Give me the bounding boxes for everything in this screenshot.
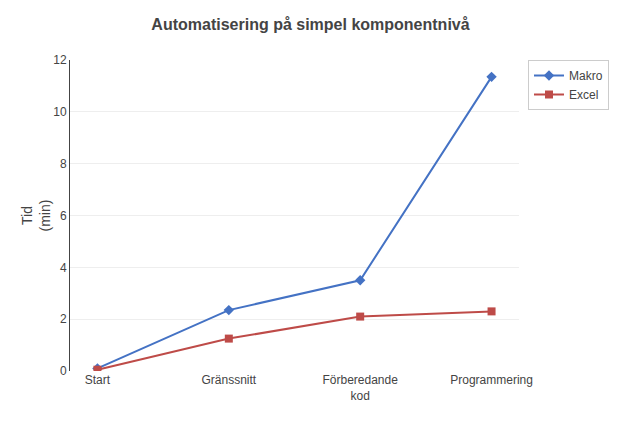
svg-text:4: 4: [60, 261, 67, 275]
svg-text:Automatisering på simpel kompo: Automatisering på simpel komponentnivå: [151, 16, 469, 33]
svg-text:Förberedandekod: Förberedandekod: [322, 373, 398, 403]
svg-text:2: 2: [60, 312, 67, 326]
svg-text:10: 10: [53, 105, 67, 119]
svg-text:Start: Start: [85, 373, 111, 387]
svg-text:0: 0: [60, 364, 67, 378]
svg-text:Makro: Makro: [569, 69, 603, 83]
svg-text:Tid(min): Tid(min): [19, 200, 53, 232]
svg-text:Programmering: Programmering: [450, 373, 533, 387]
svg-text:Gränssnitt: Gränssnitt: [201, 373, 256, 387]
svg-text:6: 6: [60, 209, 67, 223]
svg-text:12: 12: [53, 53, 67, 67]
svg-text:Excel: Excel: [569, 88, 598, 102]
svg-text:8: 8: [60, 157, 67, 171]
